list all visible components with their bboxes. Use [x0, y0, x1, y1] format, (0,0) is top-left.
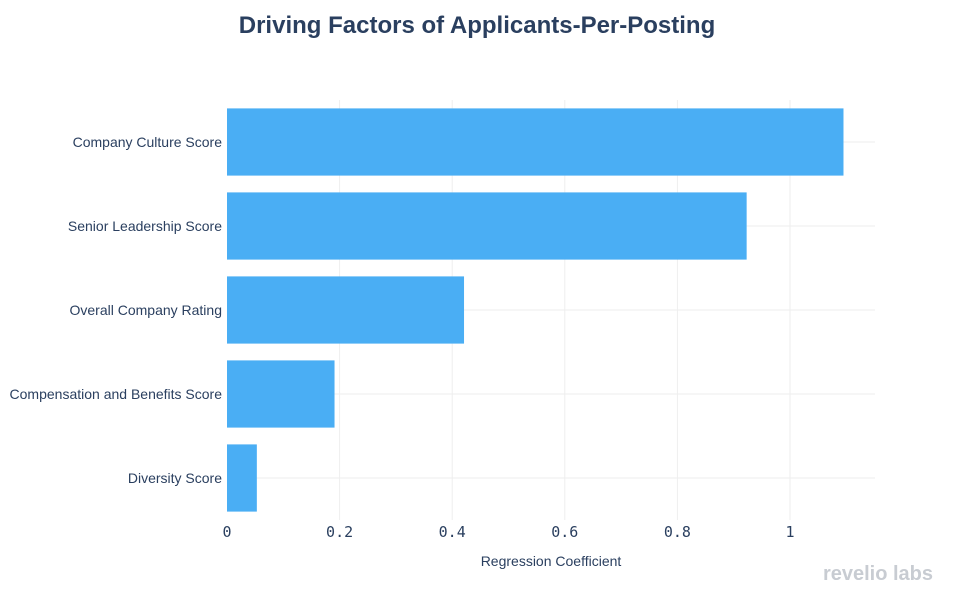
revelio-labs-logo: revelio labs — [823, 563, 933, 585]
x-axis-ticks: 0 0.2 0.4 0.6 0.8 1 — [222, 523, 794, 541]
bar-overall-company-rating — [227, 276, 465, 344]
category-labels: Company Culture Score Senior Leadership S… — [10, 134, 223, 486]
bar-company-culture-score — [227, 108, 844, 176]
x-tick-label: 0 — [222, 523, 231, 541]
x-axis-title: Regression Coefficient — [481, 553, 622, 569]
bars — [227, 108, 844, 512]
bar-compensation-and-benefits-score — [227, 360, 335, 428]
category-label: Compensation and Benefits Score — [10, 386, 223, 402]
chart-title: Driving Factors of Applicants-Per-Postin… — [239, 12, 716, 39]
x-tick-label: 0.4 — [439, 523, 466, 541]
x-tick-label: 0.6 — [551, 523, 578, 541]
bar-diversity-score — [227, 444, 257, 512]
x-tick-label: 0.2 — [326, 523, 353, 541]
category-label: Company Culture Score — [73, 134, 223, 150]
x-tick-label: 0.8 — [664, 523, 691, 541]
category-label: Overall Company Rating — [69, 302, 222, 318]
bar-senior-leadership-score — [227, 192, 747, 260]
category-label: Senior Leadership Score — [68, 218, 222, 234]
x-tick-label: 1 — [785, 523, 794, 541]
category-label: Diversity Score — [128, 470, 222, 486]
